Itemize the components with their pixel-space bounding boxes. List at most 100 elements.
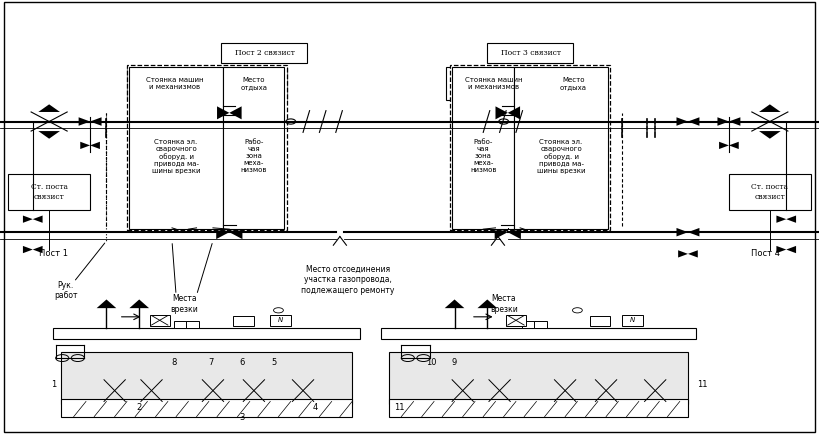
Text: Стоянка машин
и механизмов: Стоянка машин и механизмов <box>146 77 203 90</box>
Polygon shape <box>508 115 521 128</box>
Bar <box>8 174 90 210</box>
Polygon shape <box>217 106 229 119</box>
Bar <box>381 328 696 339</box>
Bar <box>186 321 199 328</box>
Polygon shape <box>759 131 781 139</box>
Text: Место
отдыха: Место отдыха <box>241 77 267 90</box>
Polygon shape <box>33 216 43 223</box>
Polygon shape <box>719 142 729 149</box>
Text: 11: 11 <box>698 380 708 388</box>
Text: Место
отдыха: Место отдыха <box>560 77 586 90</box>
Text: Ст. поста
связист: Ст. поста связист <box>751 184 789 201</box>
Text: N: N <box>278 317 283 323</box>
Bar <box>270 315 291 326</box>
Text: Рабо-
чая
зона
меха-
низмов: Рабо- чая зона меха- низмов <box>241 139 267 173</box>
Polygon shape <box>23 246 33 253</box>
Polygon shape <box>216 115 229 128</box>
Bar <box>522 321 535 328</box>
Polygon shape <box>229 115 242 128</box>
Bar <box>150 315 170 326</box>
Polygon shape <box>508 106 520 119</box>
Polygon shape <box>688 117 699 126</box>
Polygon shape <box>80 142 90 149</box>
Bar <box>61 399 352 417</box>
Bar <box>127 65 287 230</box>
Text: Стоянка эл.
сварочного
оборуд. и
привода ма-
шины врезки: Стоянка эл. сварочного оборуд. и привода… <box>536 139 586 174</box>
Text: Ст. поста
связист: Ст. поста связист <box>30 184 68 201</box>
Text: Пост 4: Пост 4 <box>751 250 781 258</box>
Polygon shape <box>786 246 796 253</box>
Polygon shape <box>216 225 229 239</box>
Text: N: N <box>630 317 636 323</box>
Bar <box>127 67 221 100</box>
Bar <box>622 315 643 326</box>
Polygon shape <box>495 115 508 128</box>
Text: Места
врезки: Места врезки <box>170 294 198 313</box>
Bar <box>514 67 608 229</box>
Bar <box>61 352 352 404</box>
Polygon shape <box>688 228 699 237</box>
Text: 4: 4 <box>313 403 318 411</box>
Text: 9: 9 <box>452 358 457 367</box>
Text: 2: 2 <box>137 403 142 411</box>
Bar <box>389 399 688 417</box>
Polygon shape <box>38 104 60 112</box>
Bar <box>452 67 514 229</box>
Text: Место отсоединения
участка газопровода,
подлежащего ремонту: Место отсоединения участка газопровода, … <box>301 265 395 295</box>
Bar <box>729 174 811 210</box>
Bar <box>541 67 606 100</box>
Text: 11: 11 <box>394 403 404 411</box>
Text: Пост 1: Пост 1 <box>38 250 68 258</box>
Polygon shape <box>776 246 786 253</box>
Text: Пост 3 связист: Пост 3 связист <box>500 49 561 57</box>
Text: Места
врезки: Места врезки <box>490 294 518 313</box>
Bar <box>590 316 610 326</box>
Polygon shape <box>33 246 43 253</box>
Bar <box>534 321 547 328</box>
Polygon shape <box>676 117 688 126</box>
Bar <box>233 316 254 326</box>
Bar <box>174 321 187 328</box>
Polygon shape <box>129 299 149 308</box>
Text: 6: 6 <box>239 358 244 367</box>
Text: 3: 3 <box>239 413 244 422</box>
Polygon shape <box>90 142 100 149</box>
Bar <box>446 67 541 100</box>
Text: Пост 2 связист: Пост 2 связист <box>234 49 295 57</box>
Polygon shape <box>729 142 739 149</box>
Bar <box>129 67 223 229</box>
Polygon shape <box>229 106 242 119</box>
Text: Рабо-
чая
зона
меха-
низмов: Рабо- чая зона меха- низмов <box>470 139 496 173</box>
Text: Рук.
работ: Рук. работ <box>54 281 77 300</box>
Polygon shape <box>97 299 116 308</box>
Polygon shape <box>23 216 33 223</box>
Bar <box>487 43 573 63</box>
Bar <box>221 43 307 63</box>
Polygon shape <box>676 228 688 237</box>
Polygon shape <box>38 131 60 139</box>
Polygon shape <box>759 104 781 112</box>
Text: Стоянка эл.
сварочного
оборуд. и
привода ма-
шины врезки: Стоянка эл. сварочного оборуд. и привода… <box>152 139 201 174</box>
Polygon shape <box>776 216 786 223</box>
Text: 7: 7 <box>209 358 214 367</box>
Polygon shape <box>495 106 508 119</box>
Text: 10: 10 <box>427 358 437 367</box>
Bar <box>53 328 360 339</box>
Polygon shape <box>477 299 497 308</box>
Polygon shape <box>445 299 464 308</box>
Polygon shape <box>508 225 521 239</box>
Bar <box>223 67 284 229</box>
Polygon shape <box>90 117 102 126</box>
Polygon shape <box>229 225 242 239</box>
Text: 5: 5 <box>272 358 277 367</box>
Bar <box>389 352 688 404</box>
Polygon shape <box>678 250 688 257</box>
Bar <box>221 67 287 100</box>
Bar <box>506 315 526 326</box>
Text: 1: 1 <box>51 380 56 388</box>
Polygon shape <box>717 117 729 126</box>
Polygon shape <box>786 216 796 223</box>
Polygon shape <box>495 225 508 239</box>
Text: Стоянка машин
и механизмов: Стоянка машин и механизмов <box>465 77 523 90</box>
Bar <box>450 65 610 230</box>
